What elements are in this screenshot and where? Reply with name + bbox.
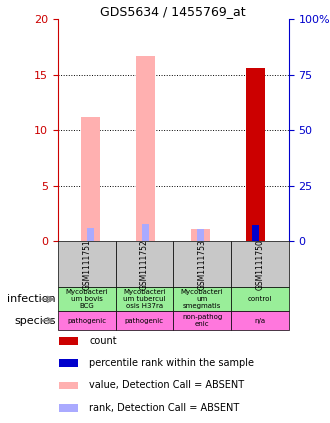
Bar: [136, 56, 155, 241]
Text: control: control: [248, 296, 272, 302]
Bar: [231, 287, 289, 311]
Bar: [231, 311, 289, 330]
Bar: [197, 229, 204, 241]
Title: GDS5634 / 1455769_at: GDS5634 / 1455769_at: [100, 5, 246, 18]
Bar: [173, 241, 231, 287]
Text: GSM1111753: GSM1111753: [198, 239, 207, 290]
Bar: [58, 311, 115, 330]
Bar: [59, 404, 78, 412]
Bar: [115, 241, 173, 287]
Text: count: count: [89, 336, 117, 346]
Text: Mycobacteri
um
smegmatis: Mycobacteri um smegmatis: [181, 289, 223, 309]
Text: value, Detection Call = ABSENT: value, Detection Call = ABSENT: [89, 380, 244, 390]
Bar: [191, 229, 211, 241]
Bar: [231, 241, 289, 287]
Text: Mycobacteri
um tubercul
osis H37ra: Mycobacteri um tubercul osis H37ra: [123, 289, 166, 309]
Bar: [246, 68, 265, 241]
Bar: [59, 360, 78, 367]
Bar: [87, 228, 94, 241]
Text: rank, Detection Call = ABSENT: rank, Detection Call = ABSENT: [89, 403, 239, 413]
Bar: [59, 382, 78, 389]
Text: pathogenic: pathogenic: [125, 318, 164, 324]
Bar: [115, 287, 173, 311]
Bar: [59, 337, 78, 345]
Bar: [143, 224, 149, 241]
Text: GSM1111751: GSM1111751: [82, 239, 91, 290]
Text: GSM1111752: GSM1111752: [140, 239, 149, 290]
Bar: [81, 117, 100, 241]
Text: pathogenic: pathogenic: [67, 318, 106, 324]
Text: n/a: n/a: [254, 318, 265, 324]
Bar: [58, 241, 115, 287]
Bar: [173, 311, 231, 330]
Bar: [115, 311, 173, 330]
Bar: [252, 225, 259, 241]
Bar: [58, 287, 115, 311]
Text: Mycobacteri
um bovis
BCG: Mycobacteri um bovis BCG: [65, 289, 108, 309]
Text: species: species: [14, 316, 55, 326]
Bar: [173, 287, 231, 311]
Text: infection: infection: [7, 294, 55, 304]
Text: percentile rank within the sample: percentile rank within the sample: [89, 358, 254, 368]
Text: non-pathog
enic: non-pathog enic: [182, 314, 222, 327]
Text: GSM1111750: GSM1111750: [255, 239, 264, 290]
